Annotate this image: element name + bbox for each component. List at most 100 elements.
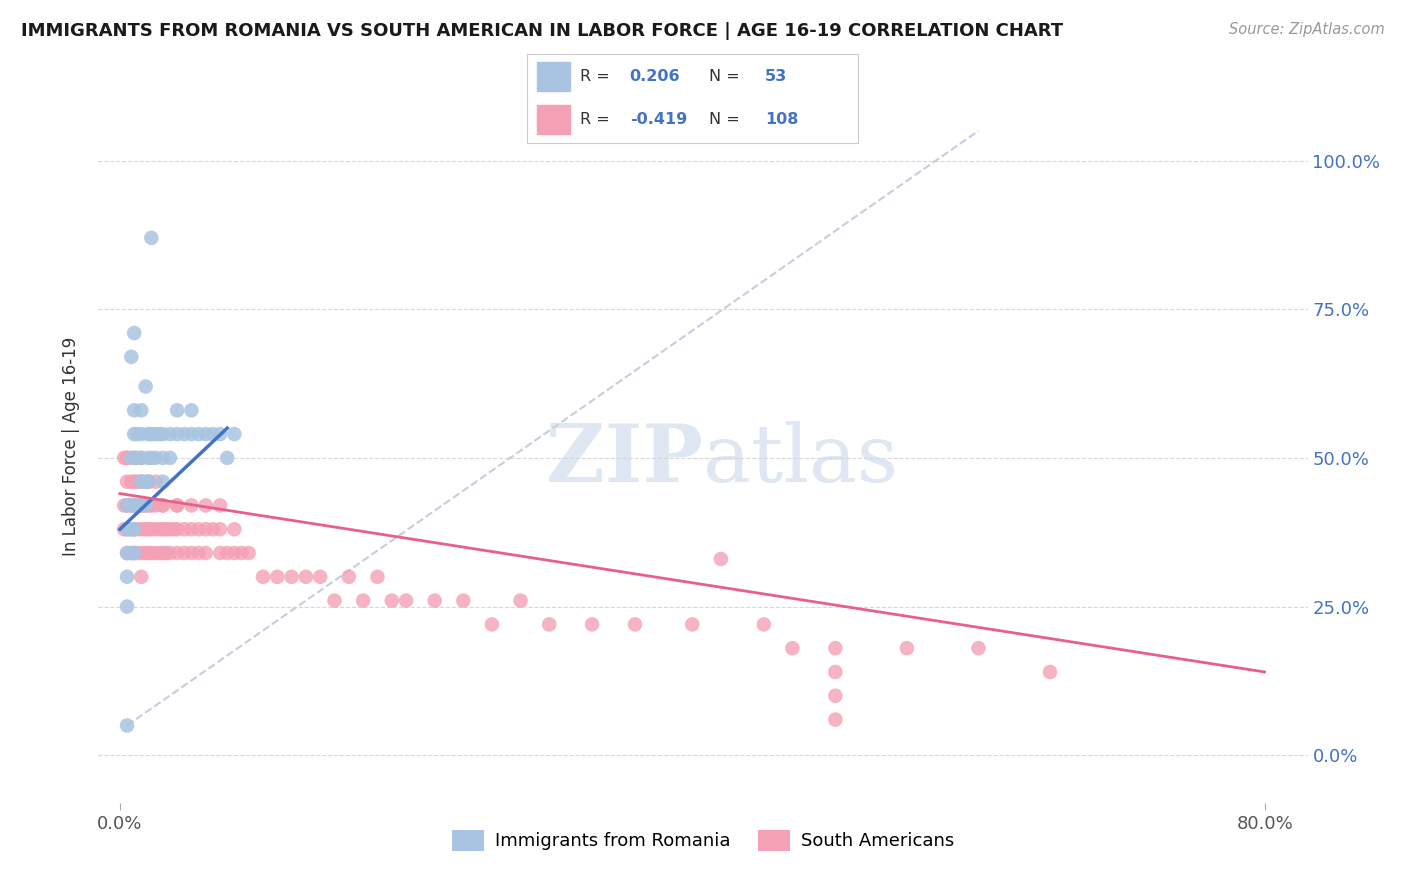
Point — [152, 427, 174, 442]
Point — [120, 522, 142, 536]
Point — [166, 522, 188, 536]
Point — [115, 599, 138, 614]
Point — [138, 475, 160, 489]
Point — [1039, 665, 1062, 679]
Point — [131, 499, 153, 513]
Point — [159, 427, 181, 442]
Point — [145, 522, 167, 536]
Point — [120, 522, 142, 536]
Point — [149, 522, 172, 536]
Point — [538, 617, 561, 632]
Point — [187, 427, 209, 442]
Point — [149, 427, 172, 442]
Point — [141, 231, 163, 245]
Point — [173, 546, 195, 560]
Point — [481, 617, 503, 632]
Point — [125, 522, 148, 536]
Point — [224, 427, 246, 442]
Point — [125, 499, 148, 513]
Point — [122, 450, 145, 465]
Point — [141, 427, 163, 442]
Point — [180, 499, 202, 513]
Point — [217, 450, 239, 465]
Point — [231, 546, 253, 560]
Point — [122, 475, 145, 489]
Point — [135, 546, 157, 560]
Point — [141, 450, 163, 465]
Point — [112, 450, 135, 465]
Point — [201, 427, 224, 442]
Point — [159, 522, 181, 536]
Point — [194, 546, 217, 560]
Point — [187, 546, 209, 560]
Text: R =: R = — [581, 70, 614, 84]
Point — [120, 499, 142, 513]
Text: Source: ZipAtlas.com: Source: ZipAtlas.com — [1229, 22, 1385, 37]
Point — [138, 475, 160, 489]
Point — [180, 546, 202, 560]
Point — [120, 475, 142, 489]
Point — [309, 570, 332, 584]
Point — [423, 593, 446, 607]
Point — [145, 499, 167, 513]
Point — [752, 617, 775, 632]
Point — [115, 450, 138, 465]
Point — [138, 427, 160, 442]
Point — [194, 499, 217, 513]
Point — [209, 499, 232, 513]
Point — [152, 499, 174, 513]
Point — [173, 427, 195, 442]
Point — [125, 475, 148, 489]
Point — [352, 593, 374, 607]
Point — [155, 546, 177, 560]
Point — [131, 570, 153, 584]
Point — [120, 499, 142, 513]
Point — [138, 475, 160, 489]
Bar — [537, 105, 571, 134]
Point — [122, 546, 145, 560]
Point — [201, 522, 224, 536]
Point — [122, 427, 145, 442]
Point — [180, 522, 202, 536]
Point — [224, 546, 246, 560]
Point — [145, 546, 167, 560]
Point — [238, 546, 260, 560]
Point — [131, 427, 153, 442]
Point — [131, 475, 153, 489]
Point — [138, 499, 160, 513]
Point — [122, 499, 145, 513]
Point — [120, 350, 142, 364]
Point — [366, 570, 388, 584]
Point — [209, 522, 232, 536]
Point — [209, 427, 232, 442]
Point — [122, 450, 145, 465]
Point — [131, 475, 153, 489]
Point — [824, 689, 846, 703]
Point — [135, 379, 157, 393]
Point — [120, 450, 142, 465]
Point — [122, 522, 145, 536]
Point — [152, 475, 174, 489]
Point — [131, 450, 153, 465]
Point — [194, 522, 217, 536]
Point — [145, 475, 167, 489]
Point — [122, 546, 145, 560]
Point — [155, 522, 177, 536]
Point — [782, 641, 804, 656]
Point — [280, 570, 302, 584]
Text: atlas: atlas — [703, 421, 898, 500]
Point — [131, 403, 153, 417]
Point — [122, 403, 145, 417]
Point — [381, 593, 404, 607]
Point — [131, 522, 153, 536]
Point — [115, 546, 138, 560]
Point — [323, 593, 346, 607]
Point — [149, 546, 172, 560]
Point — [145, 450, 167, 465]
Point — [115, 546, 138, 560]
Point — [115, 570, 138, 584]
Point — [509, 593, 531, 607]
Point — [252, 570, 274, 584]
Point — [152, 499, 174, 513]
Legend: Immigrants from Romania, South Americans: Immigrants from Romania, South Americans — [444, 822, 962, 858]
